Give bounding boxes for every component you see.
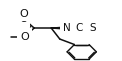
Text: O: O <box>20 32 29 42</box>
Text: S: S <box>89 20 96 30</box>
Text: O: O <box>20 32 29 42</box>
Text: C: C <box>76 23 83 33</box>
Text: S: S <box>89 23 96 33</box>
Polygon shape <box>51 27 60 29</box>
Text: C: C <box>76 20 83 30</box>
Text: O: O <box>19 9 28 19</box>
Text: O: O <box>19 14 27 24</box>
Text: N: N <box>63 23 71 33</box>
Text: N: N <box>63 20 71 30</box>
